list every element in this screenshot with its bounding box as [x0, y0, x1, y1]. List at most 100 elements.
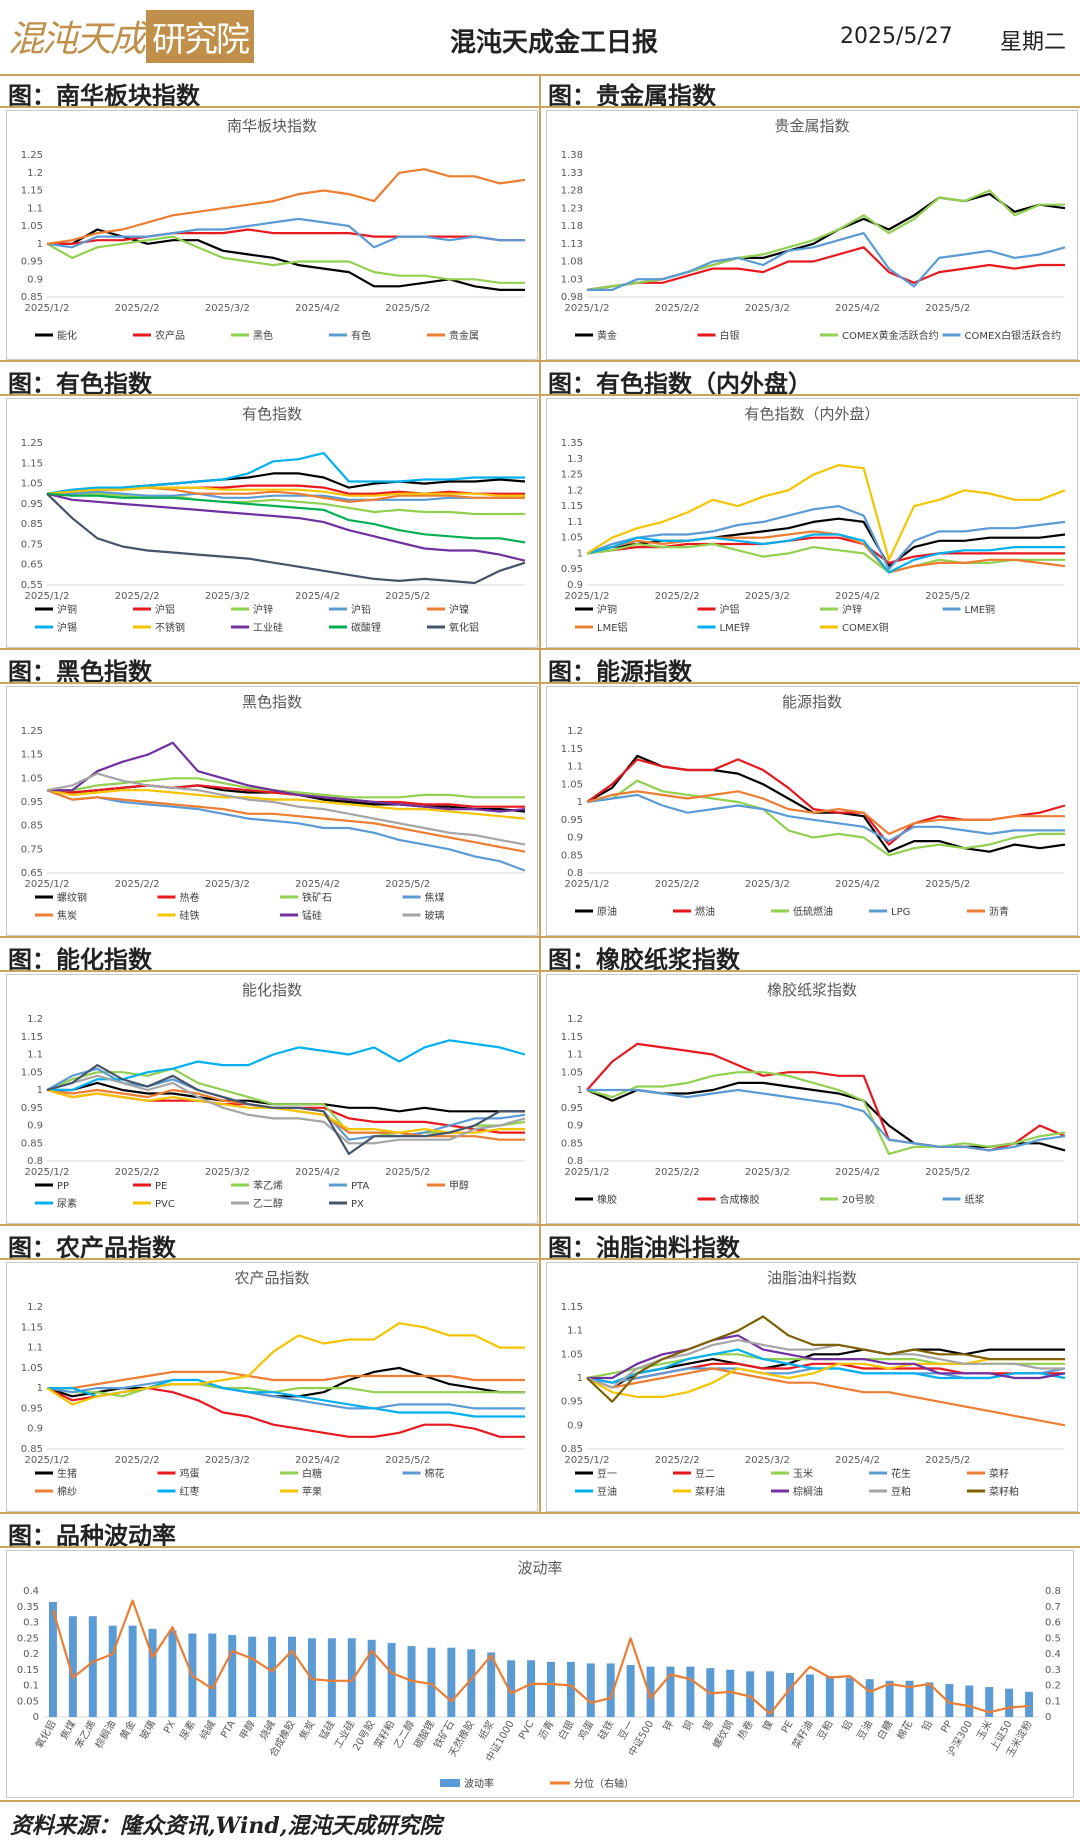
legend-label: 能化 — [57, 329, 77, 342]
volatility-bar — [845, 1677, 854, 1717]
series-line-2 — [586, 246, 1065, 291]
y-tick-label: 0.55 — [21, 580, 43, 591]
x-tick-label: 2025/2/2 — [115, 879, 160, 890]
y-tick-label: 0.85 — [561, 1444, 583, 1455]
y-tick-label: 1.35 — [561, 438, 583, 449]
legend-label: 沪镍 — [449, 603, 469, 616]
volatility-bar — [546, 1661, 555, 1717]
y-tick-label: 0.1 — [23, 1681, 39, 1692]
volatility-bar — [208, 1633, 217, 1717]
y2-tick-label: 0.8 — [1045, 1586, 1061, 1597]
legend-label: PX — [351, 1199, 364, 1210]
y-tick-label: 1.2 — [567, 1014, 583, 1025]
line-chart-panel: 能源指数 0.8 0.85 0.9 0.95 1 1.05 1.1 1.15 1.2 2025/1/… — [546, 686, 1078, 936]
legend-label: 沪铜 — [57, 603, 77, 616]
volatility-bar — [885, 1680, 894, 1717]
category-label: 硅铁 — [595, 1718, 616, 1742]
x-tick-label: 2025/2/2 — [115, 1167, 160, 1178]
y-tick-label: 1 — [577, 797, 583, 808]
legend-label: 硅铁 — [180, 909, 200, 922]
y-tick-label: 0.85 — [21, 1444, 43, 1455]
y-tick-label: 1 — [577, 1085, 583, 1096]
y-tick-label: 0.9 — [567, 1121, 583, 1132]
volatility-bar — [646, 1666, 655, 1717]
x-tick-label: 2025/3/2 — [205, 1167, 250, 1178]
x-tick-label: 2025/5/2 — [385, 1455, 430, 1466]
y-tick-label: 0.95 — [561, 1103, 583, 1114]
category-label: 铝 — [840, 1719, 855, 1734]
y-tick-label: 1.15 — [21, 186, 43, 197]
y-tick-label: 0.9 — [27, 1424, 43, 1435]
y-tick-label: 1.1 — [27, 203, 43, 214]
legend-label: 铁矿石 — [302, 891, 332, 904]
legend-label: 波动率 — [464, 1777, 494, 1790]
category-label: 锌 — [660, 1718, 676, 1733]
x-tick-label: 2025/2/2 — [655, 303, 700, 314]
series-line-6 — [47, 1039, 526, 1092]
y-tick-label: 0.75 — [21, 539, 43, 550]
y-tick-label: 0.35 — [17, 1602, 39, 1613]
x-tick-label: 2025/2/2 — [115, 303, 160, 314]
company-logo: 混沌天成 研究院 — [8, 6, 255, 66]
section-title: 图：品种波动率 — [8, 1521, 176, 1550]
y-tick-label: 1.1 — [567, 1050, 583, 1061]
series-line-4 — [46, 1378, 525, 1410]
y-tick-label: 1.1 — [27, 1343, 43, 1354]
series-line-3 — [586, 1071, 1066, 1155]
legend-label: 氧化铝 — [449, 621, 479, 634]
legend-label: 棉花 — [425, 1467, 445, 1480]
legend-label: 尿素 — [57, 1197, 77, 1210]
x-tick-label: 2025/5/2 — [385, 303, 430, 314]
y-tick-label: 0.9 — [567, 1420, 583, 1431]
y-tick-label: 0.05 — [17, 1696, 39, 1707]
x-tick-label: 2025/4/2 — [835, 1455, 880, 1466]
legend-label: LME铜 — [965, 604, 996, 616]
x-tick-label: 2025/5/2 — [385, 1167, 430, 1178]
chart-title: 贵金属指数 — [774, 117, 849, 135]
legend-label: 沪锌 — [842, 603, 862, 616]
line-chart: 有色指数 0.55 0.65 0.75 0.85 0.95 1.05 1.15 1.25 2025… — [21, 405, 526, 634]
x-tick-label: 2025/1/2 — [565, 303, 610, 314]
y-tick-label: 0.85 — [561, 850, 583, 861]
line-chart-panel: 有色指数 0.55 0.65 0.75 0.85 0.95 1.05 1.15 1.25 2025… — [6, 398, 538, 648]
legend-label: 合成橡胶 — [720, 1193, 760, 1206]
y-tick-label: 1.1 — [567, 1326, 583, 1337]
y-tick-label: 1.08 — [561, 257, 583, 268]
y-tick-label: 1.15 — [21, 750, 43, 761]
y-tick-label: 0.95 — [21, 499, 43, 510]
category-label: 鸡蛋 — [575, 1718, 596, 1742]
category-label: 豆粕 — [814, 1718, 835, 1742]
series-line-8 — [587, 1334, 1066, 1380]
y-tick-label: 0.3 — [23, 1618, 39, 1629]
category-label: 棕榈油 — [92, 1718, 118, 1750]
series-line-2 — [586, 758, 1066, 846]
category-label: 锰硅 — [316, 1718, 337, 1742]
y-tick-label: 1.28 — [561, 186, 583, 197]
y-tick-label: 0.95 — [561, 564, 583, 575]
series-line-8 — [46, 772, 526, 846]
y-tick-label: 1.05 — [561, 533, 583, 544]
y-tick-label: 1.15 — [561, 501, 583, 512]
category-label: 焦煤 — [57, 1718, 78, 1742]
volatility-bar — [666, 1666, 675, 1717]
series-line-4 — [586, 504, 1066, 571]
category-label: 焦炭 — [296, 1718, 317, 1742]
y-tick-label: 1.25 — [21, 726, 43, 737]
y-tick-label: 0.95 — [21, 257, 43, 268]
legend-label: 乙二醇 — [253, 1197, 283, 1210]
series-line-4 — [46, 217, 525, 249]
legend-label: 黑色 — [253, 329, 273, 342]
divider — [0, 1546, 1080, 1548]
y-tick-label: 0.9 — [567, 833, 583, 844]
series-line-8 — [46, 492, 526, 562]
x-tick-label: 2025/5/2 — [925, 591, 970, 602]
chart-title: 能化指数 — [242, 981, 302, 999]
y-tick-label: 0.9 — [27, 274, 43, 285]
y2-tick-label: 0.5 — [1045, 1633, 1061, 1644]
legend-label: 苯乙烯 — [253, 1179, 283, 1192]
y2-tick-label: 0.1 — [1045, 1696, 1061, 1707]
category-label: 铜 — [681, 1719, 696, 1734]
category-label: PP — [939, 1719, 955, 1735]
y-tick-label: 1.05 — [561, 779, 583, 790]
x-tick-label: 2025/3/2 — [745, 1455, 790, 1466]
